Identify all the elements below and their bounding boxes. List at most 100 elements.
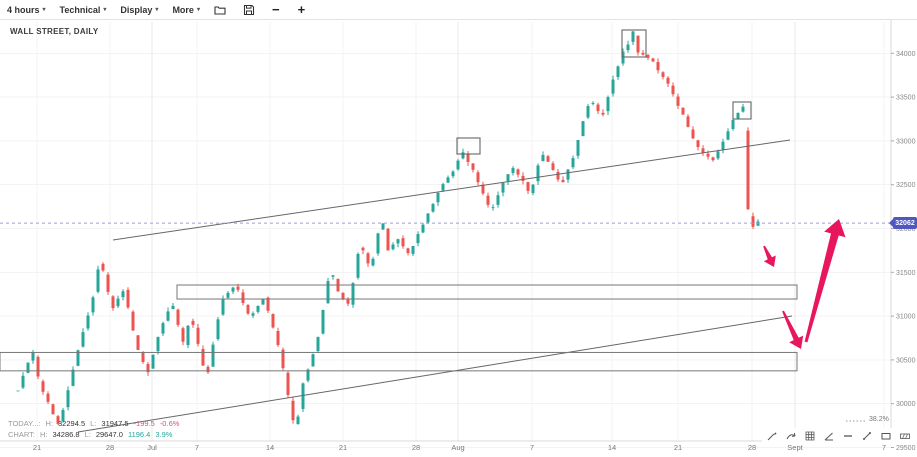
price-axis-label[interactable]: 30000	[896, 401, 916, 408]
chart-low-value: 29647.0	[95, 430, 123, 439]
candle-body	[56, 416, 60, 424]
candle-body	[306, 369, 310, 381]
time-axis-label[interactable]: 28	[106, 443, 114, 452]
price-axis-label[interactable]: 32000	[896, 226, 916, 233]
technical-dropdown[interactable]: Technical ▾	[60, 5, 107, 15]
price-axis-label[interactable]: 32500	[896, 182, 916, 189]
candle-body	[136, 335, 140, 350]
candle-body	[121, 291, 125, 298]
candle-body	[616, 66, 620, 77]
time-axis-label[interactable]: 21	[674, 443, 682, 452]
candle-body	[506, 174, 510, 182]
open-folder-icon[interactable]	[214, 3, 228, 17]
save-icon[interactable]	[242, 3, 256, 17]
time-axis-label[interactable]: 21	[33, 443, 41, 452]
candle-body	[201, 348, 205, 366]
time-axis-label[interactable]: Jul	[147, 443, 157, 452]
zoom-out-button[interactable]: −	[271, 2, 280, 17]
time-axis-label[interactable]: 7	[195, 443, 199, 452]
rectangle-icon[interactable]	[880, 430, 892, 442]
candle-body	[231, 287, 235, 292]
segment-icon[interactable]	[861, 430, 873, 442]
candle-body	[391, 244, 395, 250]
chart-high-value: 34286.8	[52, 430, 80, 439]
price-axis-label[interactable]: 29500	[896, 445, 916, 452]
projection-arrow[interactable]	[804, 219, 846, 343]
candle-body	[241, 292, 245, 303]
swing-high-box[interactable]	[456, 137, 481, 155]
timeframe-dropdown[interactable]: 4 hours ▾	[7, 5, 46, 15]
price-axis-label[interactable]: 34000	[896, 51, 916, 58]
time-axis-label[interactable]: 28	[748, 443, 756, 452]
status-row-today: TODAY...: H: 32294.5 L: 31947.5 -199.5 -…	[8, 418, 179, 429]
candle-body	[531, 184, 535, 194]
candle-body	[721, 141, 725, 150]
hatched-band-icon[interactable]	[899, 430, 911, 442]
projection-arrow[interactable]	[782, 310, 804, 349]
swing-high-box[interactable]	[621, 29, 647, 58]
candle-body	[631, 31, 635, 42]
drawing-toolbar: ×	[762, 428, 917, 444]
candle-body	[751, 216, 755, 227]
more-dropdown[interactable]: More ▾	[172, 5, 200, 15]
price-zone-rectangle[interactable]	[176, 284, 798, 300]
candle-body	[206, 366, 210, 373]
time-axis-label[interactable]: Aug	[451, 443, 464, 452]
today-change-value: -199.5	[133, 419, 155, 428]
candle-body	[576, 140, 580, 156]
price-chart-canvas[interactable]: 34000 33500 33000 32500 32000 31500 31000 30500…	[0, 20, 917, 457]
horizontal-line-icon[interactable]	[842, 430, 854, 442]
candle-body	[216, 319, 220, 340]
candle-body	[546, 156, 550, 162]
candle-body	[291, 400, 295, 421]
price-axis-label[interactable]: 30500	[896, 357, 916, 364]
candle-body	[326, 281, 330, 304]
trendline[interactable]	[112, 139, 791, 241]
candle-body	[466, 154, 470, 162]
trendline[interactable]	[77, 315, 793, 433]
candle-body	[431, 204, 435, 212]
candle-body	[61, 409, 65, 422]
curved-arrow-icon[interactable]	[785, 430, 797, 442]
candle-body	[601, 112, 605, 115]
symbol-title: WALL STREET, DAILY	[10, 27, 99, 36]
zoom-in-button[interactable]: +	[297, 2, 306, 17]
time-axis-label[interactable]: 28	[412, 443, 420, 452]
candle-body	[301, 383, 305, 409]
candle-body	[286, 372, 290, 395]
candle-body	[486, 195, 490, 205]
candle-body	[321, 309, 325, 334]
today-label: TODAY...:	[8, 419, 41, 428]
swing-high-box[interactable]	[732, 101, 752, 120]
time-axis-label[interactable]: 14	[266, 443, 274, 452]
candle-body	[81, 332, 85, 347]
price-axis-label[interactable]: 31500	[896, 270, 916, 277]
candle-body	[356, 253, 360, 278]
candle-body	[41, 381, 45, 392]
time-axis-label[interactable]: 7	[882, 443, 886, 452]
price-zone-rectangle[interactable]	[0, 351, 798, 372]
status-row-chart: CHART: H: 34286.8 L: 29647.0 1196.4 3.9%	[8, 429, 179, 440]
candle-body	[416, 234, 420, 244]
candle-body	[91, 297, 95, 313]
time-axis-label[interactable]: 21	[339, 443, 347, 452]
candle-body	[101, 263, 105, 271]
candle-body	[606, 97, 610, 112]
trend-angle-icon[interactable]	[823, 430, 835, 442]
time-axis-label[interactable]: 7	[530, 443, 534, 452]
candle-body	[196, 327, 200, 344]
candle-body	[641, 52, 645, 55]
today-low-value: 31947.5	[101, 419, 129, 428]
candle-body	[246, 305, 250, 314]
time-axis-label[interactable]: 14	[608, 443, 616, 452]
price-axis-label[interactable]: 33500	[896, 95, 916, 102]
price-axis-label[interactable]: 33000	[896, 138, 916, 145]
price-axis-label[interactable]: 31000	[896, 314, 916, 321]
candle-body	[681, 107, 685, 115]
time-axis-label[interactable]: Sept	[787, 443, 803, 452]
candle-body	[236, 286, 240, 290]
pen-icon[interactable]	[766, 430, 778, 442]
fib-grid-icon[interactable]	[804, 430, 816, 442]
projection-arrow[interactable]	[763, 245, 776, 267]
display-dropdown[interactable]: Display ▾	[120, 5, 158, 15]
